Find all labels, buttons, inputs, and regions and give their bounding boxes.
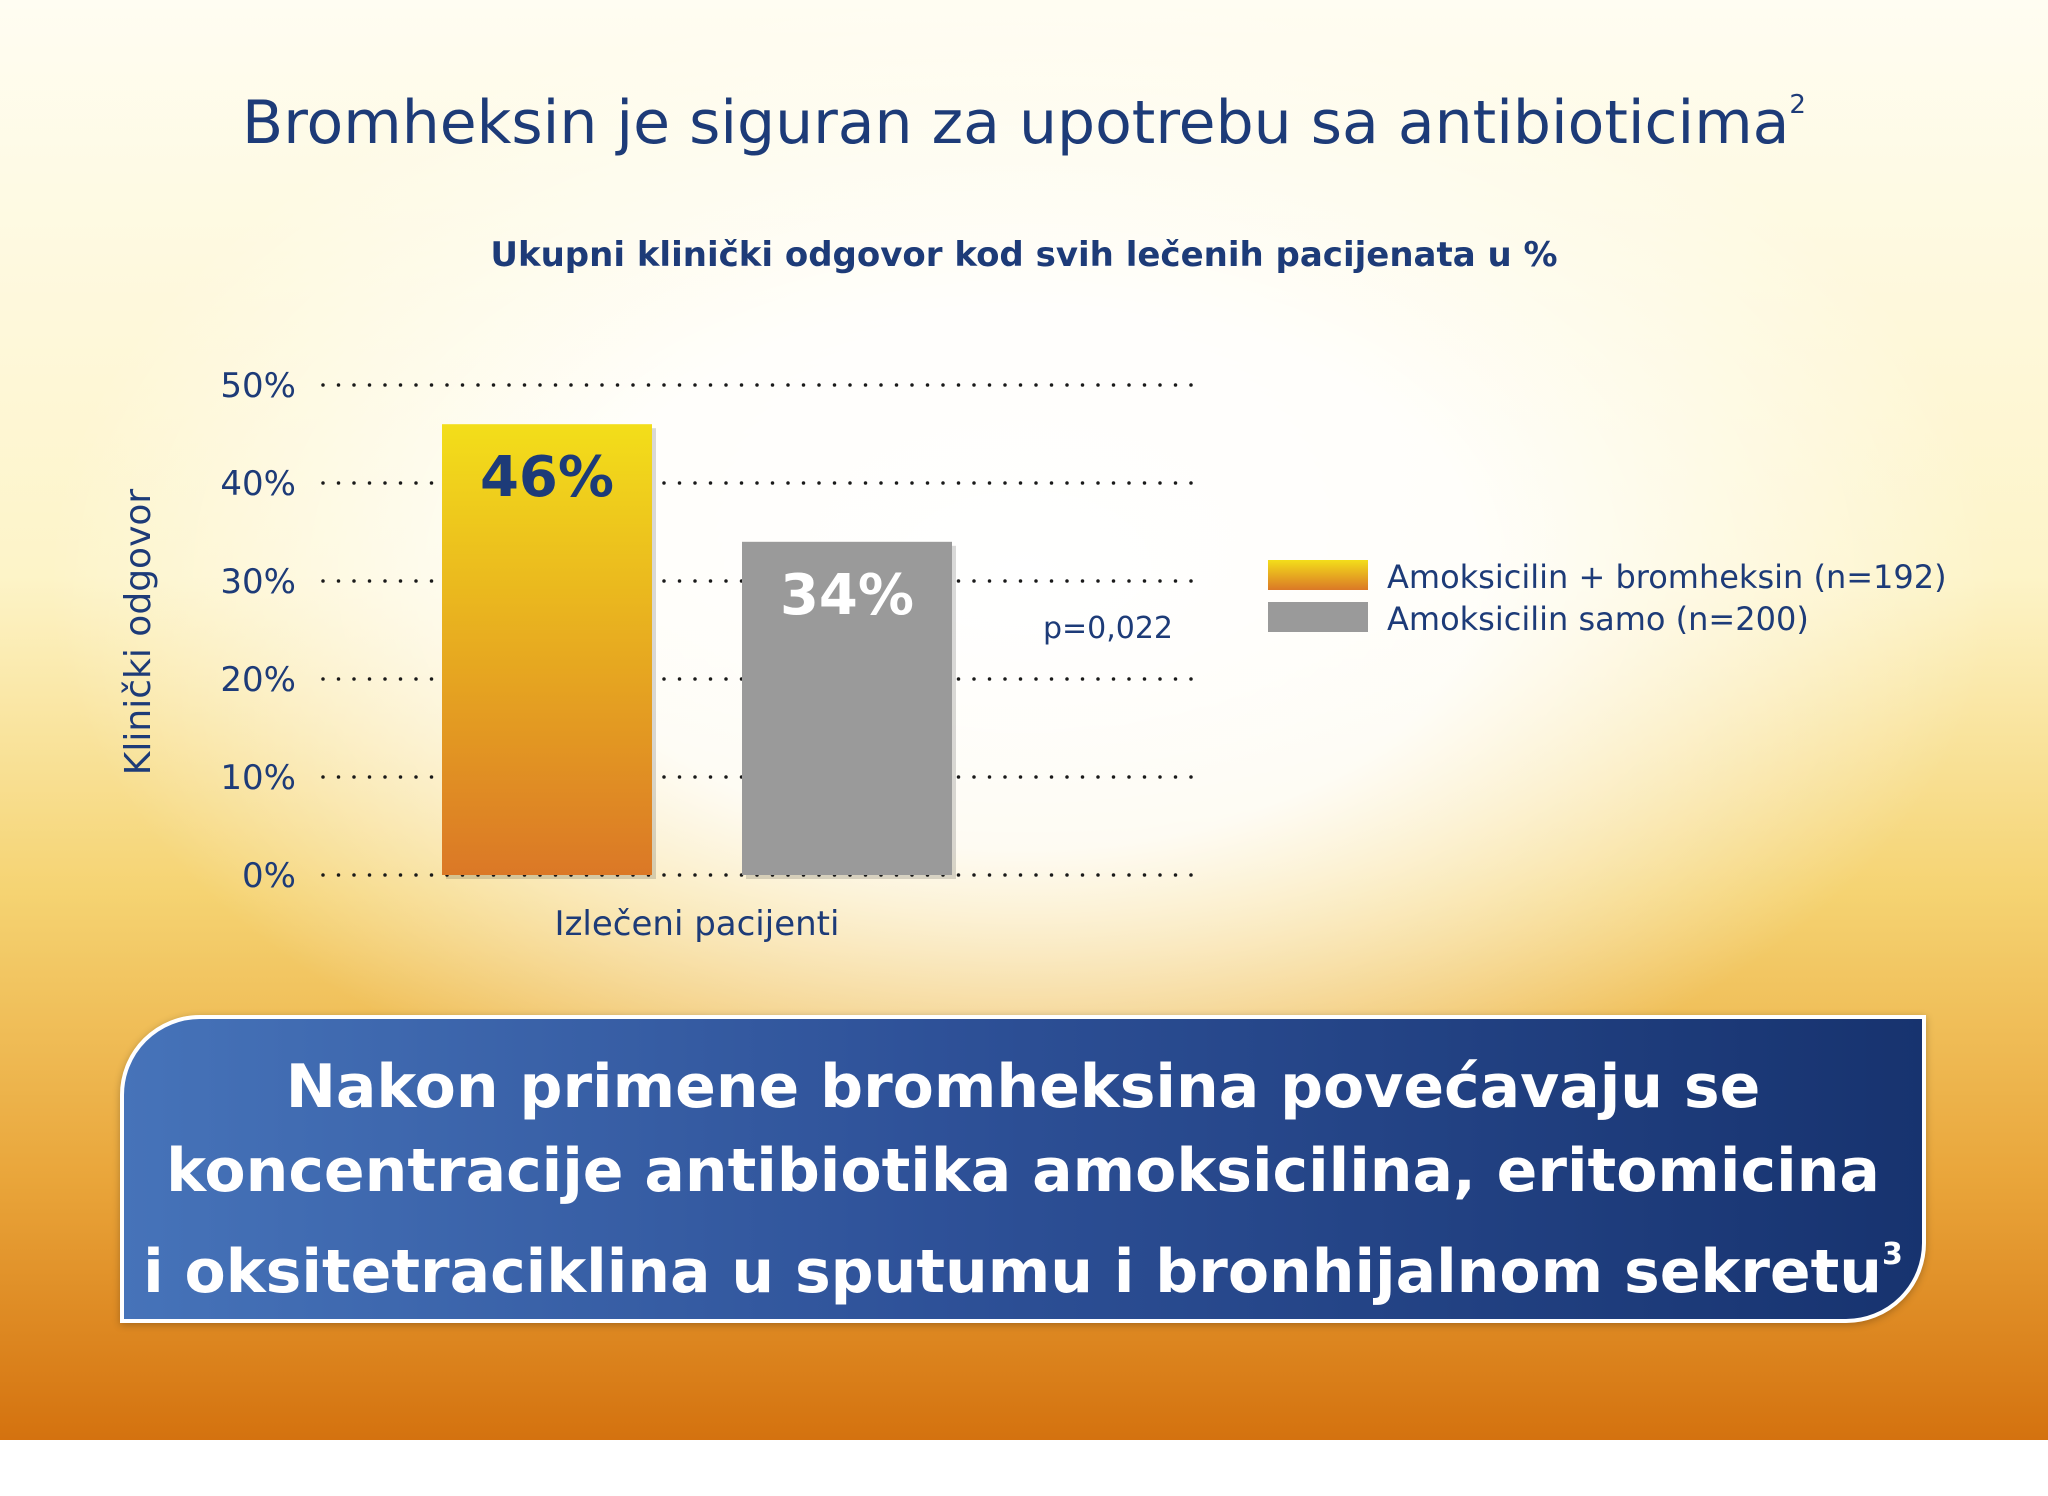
info-banner: Nakon primene bromheksina povećavaju se … — [120, 1015, 1926, 1323]
y-tick-label: 10% — [220, 758, 296, 798]
bar — [742, 541, 952, 875]
y-axis-ticks: 0% 10% 20% 30% 40% 50% — [220, 366, 296, 896]
info-line-2: koncentracije antibiotika amoksicilina, … — [166, 1136, 1880, 1206]
y-tick-label: 0% — [242, 856, 296, 896]
info-banner-text: Nakon primene bromheksina povećavaju se … — [124, 1045, 1922, 1314]
bar — [442, 424, 652, 875]
info-line-1: Nakon primene bromheksina povećavaju se — [285, 1052, 1761, 1122]
slide-background: Bromheksin je siguran za upotrebu sa ant… — [0, 0, 2048, 1440]
chart-title: Ukupni klinički odgovor kod svih lečenih… — [490, 235, 1558, 275]
legend: Amoksicilin + bromheksin (n=192) Amoksici… — [1268, 558, 1947, 638]
y-tick-label: 30% — [220, 562, 296, 602]
bars: 46% 34% — [442, 424, 956, 879]
y-tick-label: 20% — [220, 660, 296, 700]
x-axis-label: Izlečeni pacijenti — [555, 904, 840, 944]
info-line-3-text: i oksitetraciklina u sputumu i bronhijal… — [143, 1237, 1883, 1307]
y-tick-label: 40% — [220, 464, 296, 504]
title-text: Bromheksin je siguran za upotrebu sa ant… — [242, 88, 1790, 158]
bar-value-label: 46% — [480, 445, 614, 510]
bar-chart: 0% 10% 20% 30% 40% 50% 46% 34% Klinički odgovo… — [118, 366, 1947, 944]
title-reference: 2 — [1789, 90, 1806, 120]
legend-label: Amoksicilin + bromheksin (n=192) — [1387, 558, 1947, 596]
p-value-annotation: p=0,022 — [1043, 611, 1173, 646]
info-line-3: i oksitetraciklina u sputumu i bronhijal… — [124, 1213, 1922, 1314]
legend-swatch — [1268, 560, 1368, 590]
bar-value-label: 34% — [780, 563, 914, 628]
y-axis-label: Klinički odgovor — [118, 489, 159, 776]
legend-swatch — [1268, 602, 1368, 632]
info-reference: 3 — [1882, 1237, 1903, 1272]
legend-label: Amoksicilin samo (n=200) — [1387, 600, 1809, 638]
page-title: Bromheksin je siguran za upotrebu sa ant… — [0, 88, 2048, 158]
y-tick-label: 50% — [220, 366, 296, 406]
